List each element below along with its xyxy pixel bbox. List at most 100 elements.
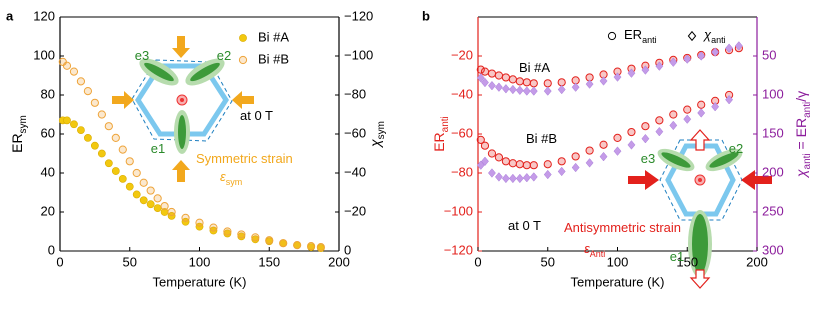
legend-label-part: ER — [624, 27, 642, 42]
data-point — [139, 178, 148, 187]
data-point — [522, 161, 531, 170]
data-point — [501, 173, 510, 184]
data-point — [522, 78, 531, 87]
data-point — [522, 86, 531, 96]
annotation: εsym — [220, 169, 242, 187]
annotation-part: at 0 T — [508, 218, 541, 233]
y-tick-label: −60 — [451, 125, 473, 140]
data-point — [529, 161, 538, 170]
data-point — [167, 207, 176, 217]
data-point — [669, 120, 678, 131]
legend-label-part: χ — [703, 27, 712, 42]
data-point — [543, 86, 552, 96]
annotation-part: ε — [584, 241, 590, 256]
ellipsoid — [178, 115, 186, 149]
y2-tick-label: −120 — [344, 8, 373, 23]
hexagon — [665, 143, 736, 217]
data-point — [160, 202, 169, 211]
y2-tick-label: −100 — [344, 47, 373, 62]
ellipsoid — [190, 62, 220, 82]
data-point — [627, 127, 636, 137]
data-point — [77, 126, 85, 135]
annotation: at 0 T — [240, 108, 273, 123]
x-axis-label: Temperature (K) — [153, 274, 247, 289]
y2-tick-label: 200 — [762, 164, 784, 179]
y2-axis-label-part: anti — [802, 153, 813, 169]
legend-marker — [687, 30, 697, 42]
data-point — [97, 149, 106, 158]
data-point — [697, 100, 706, 109]
data-point — [508, 173, 517, 184]
data-point — [132, 190, 141, 199]
y-tick-label: −120 — [444, 242, 473, 257]
arrow — [172, 36, 190, 58]
data-point — [613, 72, 622, 82]
data-point — [118, 145, 127, 154]
y2-axis-label: χsym — [367, 121, 387, 149]
annotation-part: e1 — [151, 141, 165, 156]
data-point — [70, 120, 78, 129]
data-point — [613, 146, 622, 156]
inset-symmetric — [112, 36, 254, 182]
x-tick-label: 200 — [746, 254, 768, 269]
data-point — [146, 186, 155, 195]
data-point — [84, 133, 92, 142]
data-point — [104, 122, 113, 131]
arrow — [741, 170, 772, 190]
annotation: Symmetric strain — [196, 151, 293, 166]
data-point — [585, 158, 594, 168]
data-point — [571, 162, 580, 173]
data-point — [655, 61, 664, 71]
legend-label-part: anti — [711, 35, 726, 45]
data-point — [508, 75, 517, 84]
y2-tick-label: 0 — [344, 242, 351, 257]
y2-tick-label: −40 — [344, 164, 366, 179]
data-point — [508, 84, 517, 95]
data-point — [476, 135, 485, 144]
data-point — [487, 69, 497, 78]
data-point — [571, 152, 580, 161]
data-point — [488, 168, 496, 178]
data-point — [613, 133, 622, 142]
data-point — [63, 116, 71, 125]
data-point — [480, 141, 490, 150]
arrow — [172, 160, 190, 182]
data-point — [237, 230, 246, 239]
x-tick-label: 0 — [56, 254, 63, 269]
annotation: εAnti — [584, 241, 605, 259]
annotation-part: Bi #B — [526, 131, 557, 146]
y-axis-label-part: ER — [431, 132, 447, 151]
ellipsoid — [709, 152, 739, 168]
annotation: at 0 T — [508, 218, 541, 233]
annotation: Bi #B — [526, 131, 557, 146]
data-point — [725, 43, 734, 53]
data-point — [251, 233, 260, 242]
data-point — [97, 110, 106, 119]
legend-label: ERanti — [624, 27, 657, 45]
y2-axis-label-part: anti — [802, 102, 813, 118]
data-point — [153, 194, 162, 203]
data-point — [153, 204, 162, 212]
data-point — [494, 172, 503, 182]
data-point — [501, 157, 510, 166]
annotation: Bi #A — [519, 60, 550, 75]
ellipsoid — [692, 214, 708, 274]
ellipsoid — [144, 62, 174, 82]
y-tick-label: 40 — [41, 164, 55, 179]
data-point — [711, 101, 720, 112]
data-point — [641, 122, 650, 131]
data-point — [599, 151, 608, 162]
data-point — [697, 108, 706, 118]
data-point — [515, 160, 524, 169]
arrow — [628, 170, 659, 190]
data-point — [543, 160, 552, 169]
data-point — [655, 116, 664, 125]
data-point — [515, 173, 524, 184]
y2-tick-label: 300 — [762, 242, 784, 257]
data-point — [279, 239, 288, 248]
data-point — [669, 57, 678, 67]
y2-tick-label: −60 — [344, 125, 366, 140]
data-point — [118, 174, 127, 183]
y-tick-label: −80 — [451, 164, 473, 179]
data-point — [508, 159, 517, 168]
